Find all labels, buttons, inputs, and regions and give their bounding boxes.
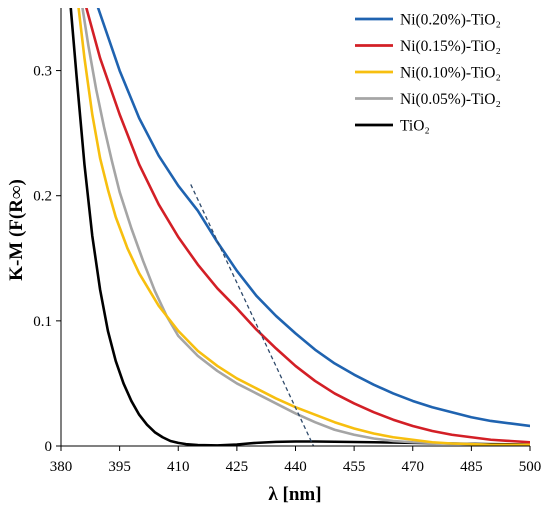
x-tick-label: 380 [50,459,73,475]
x-tick-label: 470 [402,459,425,475]
legend-label: Ni(0.10%)-TiO₂ [400,65,501,82]
y-axis-ticks: 0 0.1 0.2 0.3 [33,64,61,455]
series-line-ni-0-10-tio [77,8,530,446]
legend: Ni(0.20%)-TiO₂ Ni(0.15%)-TiO₂ Ni(0.10%)-Ti… [355,12,501,135]
x-axis-title: λ [nm] [268,484,321,505]
x-tick-label: 485 [460,459,483,475]
series-line-ni-0-05-tio [81,8,530,446]
series-line-tio [69,8,530,446]
series-line-ni-0-20-tio [96,8,530,428]
legend-label: Ni(0.15%)-TiO₂ [400,38,501,55]
plot-area [69,8,530,446]
x-axis-ticks: 380 395 410 425 440 455 470 485 500 [50,446,542,475]
x-tick-label: 455 [343,459,366,475]
legend-label: Ni(0.20%)-TiO₂ [400,12,501,29]
x-tick-label: 425 [226,459,249,475]
y-axis-title: K-M (F(R∞) [6,179,27,281]
y-tick-label: 0.1 [33,314,52,330]
x-tick-label: 410 [167,459,190,475]
y-tick-label: 0.3 [33,64,52,80]
tangent-dashed-line [190,184,315,446]
x-tick-label: 395 [108,459,131,475]
x-tick-label: 440 [284,459,307,475]
y-tick-label: 0 [45,439,53,455]
y-tick-label: 0.2 [33,189,52,205]
series-line-ni-0-15-tio [85,8,530,444]
legend-label: TiO₂ [400,118,430,135]
x-tick-label: 500 [519,459,542,475]
legend-label: Ni(0.05%)-TiO₂ [400,91,501,108]
